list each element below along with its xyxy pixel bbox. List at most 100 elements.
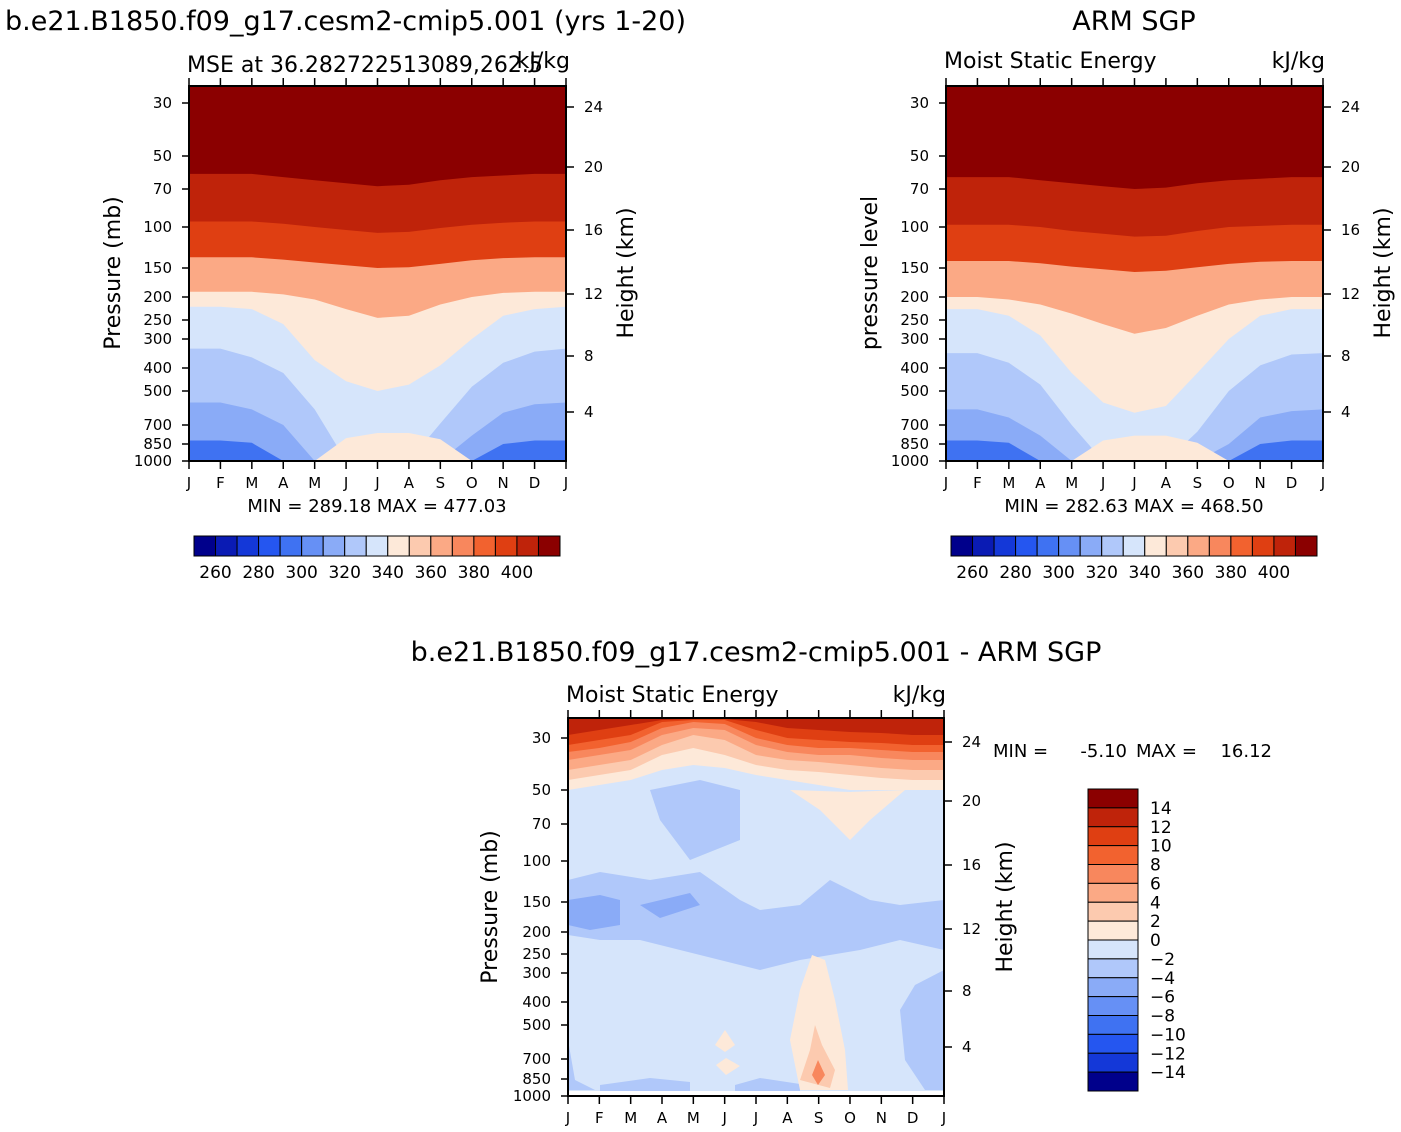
colorbar-swatch: [279, 535, 303, 557]
colorbar-swatch: [1087, 920, 1139, 941]
contour-band-surface-warm: [189, 433, 566, 461]
colorbar-swatch: [1036, 535, 1060, 557]
x-tick-label: J: [343, 474, 348, 492]
x-tick-label: O: [1223, 474, 1235, 492]
y-tick-label: 100: [143, 218, 172, 236]
contour-band-surface-warm: [946, 435, 1323, 461]
colorbar-label: 8: [1150, 856, 1161, 876]
y-right-tick-label: 24: [1341, 98, 1360, 116]
x-tick-label: A: [657, 1109, 668, 1127]
y-tick-label: 250: [900, 311, 929, 329]
y-tick-label: 400: [522, 993, 551, 1011]
x-tick-label: J: [941, 1109, 946, 1127]
y-tick-label: 250: [522, 945, 551, 963]
colorbar-swatch: [950, 535, 974, 557]
x-tick-label: J: [186, 474, 191, 492]
y-right-tick-label: 16: [962, 856, 981, 874]
colorbar-swatch: [236, 535, 260, 557]
colorbar-swatch: [258, 535, 281, 557]
colorbar-swatch: [215, 535, 238, 557]
colorbar-label: 340: [372, 563, 404, 583]
colorbar-label: 360: [1172, 563, 1204, 583]
colorbar-swatch: [1273, 535, 1296, 557]
colorbar-label: 300: [1042, 563, 1074, 583]
colorbar-label: 260: [199, 563, 231, 583]
y-right-tick-label: 24: [584, 98, 603, 116]
x-tick-label: J: [563, 474, 568, 492]
y-tick-label: 200: [143, 288, 172, 306]
panel1-ylabel: Pressure (mb): [101, 196, 126, 350]
panel2-title: ARM SGP: [1072, 6, 1195, 37]
panel3-contour-fill: [568, 718, 944, 1096]
y-tick-label: 100: [900, 218, 929, 236]
y-tick-label: 400: [900, 359, 929, 377]
x-tick-label: S: [1193, 474, 1203, 492]
x-tick-label: M: [1065, 474, 1078, 492]
x-tick-label: J: [1320, 474, 1325, 492]
x-tick-label: A: [1161, 474, 1172, 492]
colorbar-label: −6: [1150, 988, 1175, 1008]
colorbar-swatch: [1251, 535, 1275, 557]
panel3-subtitle: Moist Static Energy: [566, 683, 779, 708]
colorbar-label: −10: [1150, 1025, 1186, 1045]
y-tick-label: 250: [143, 311, 172, 329]
colorbar-swatch: [387, 535, 410, 557]
y-tick-label: 850: [143, 435, 172, 453]
x-tick-label: A: [782, 1109, 793, 1127]
colorbar-swatch: [1079, 535, 1103, 557]
colorbar-swatch: [1087, 996, 1139, 1016]
y-tick-label: 70: [532, 815, 551, 833]
contour-plume-pos: [790, 955, 848, 1090]
contour-plume-pos2: [800, 1025, 835, 1088]
colorbar-swatch: [473, 535, 496, 557]
x-tick-label: M: [624, 1109, 637, 1127]
y-tick-label: 50: [532, 781, 551, 799]
colorbar-swatch: [451, 535, 475, 557]
panel2-ylabel: pressure level: [858, 196, 883, 350]
x-tick-label: F: [595, 1109, 604, 1127]
colorbar-swatch: [1015, 535, 1038, 557]
colorbar-label: −4: [1150, 969, 1175, 989]
colorbar-swatch: [1087, 845, 1139, 865]
y-tick-label: 1000: [891, 452, 929, 470]
colorbar-swatch: [301, 535, 324, 557]
colorbar-label: 380: [458, 563, 490, 583]
colorbar-swatch: [1208, 535, 1232, 557]
colorbar-label: 2: [1150, 912, 1161, 932]
contour-patch-neg-low: [900, 970, 944, 1090]
colorbar-swatch: [344, 535, 367, 557]
colorbar-label: 6: [1150, 874, 1161, 894]
colorbar-swatch: [1122, 535, 1146, 557]
x-tick-label: J: [721, 1109, 726, 1127]
colorbar-label: 14: [1150, 799, 1172, 819]
panel1-title: b.e21.B1850.f09_g17.cesm2-cmip5.001 (yrs…: [5, 6, 686, 37]
x-tick-label: J: [1100, 474, 1105, 492]
colorbar-label: 380: [1215, 563, 1247, 583]
x-tick-label: N: [1255, 474, 1266, 492]
colorbar-label: 260: [956, 563, 988, 583]
colorbar-swatch: [1101, 535, 1124, 557]
panel2-ylabel-right: Height (km): [1371, 207, 1396, 338]
y-right-tick-label: 12: [584, 285, 603, 303]
colorbar-swatch: [322, 535, 346, 557]
x-tick-label: J: [565, 1109, 570, 1127]
colorbar-swatch: [408, 535, 432, 557]
x-tick-label: N: [498, 474, 509, 492]
contour-band-surface-cold: [946, 440, 1323, 461]
colorbar-swatch: [1087, 1015, 1139, 1035]
panel3-stats-min-label: MIN =: [993, 741, 1048, 762]
y-tick-label: 200: [522, 923, 551, 941]
colorbar-swatch: [1087, 1033, 1139, 1054]
colorbar-swatch: [1087, 882, 1139, 903]
contour-band-400: [189, 86, 566, 187]
y-right-tick-label: 16: [1341, 221, 1360, 239]
x-tick-label: F: [973, 474, 982, 492]
x-tick-label: M: [687, 1109, 700, 1127]
colorbar-swatch: [1087, 864, 1139, 884]
colorbar-label: 0: [1150, 931, 1161, 951]
panel1-colorbar: 260 280 300 320 340 360 380 400: [193, 535, 561, 583]
